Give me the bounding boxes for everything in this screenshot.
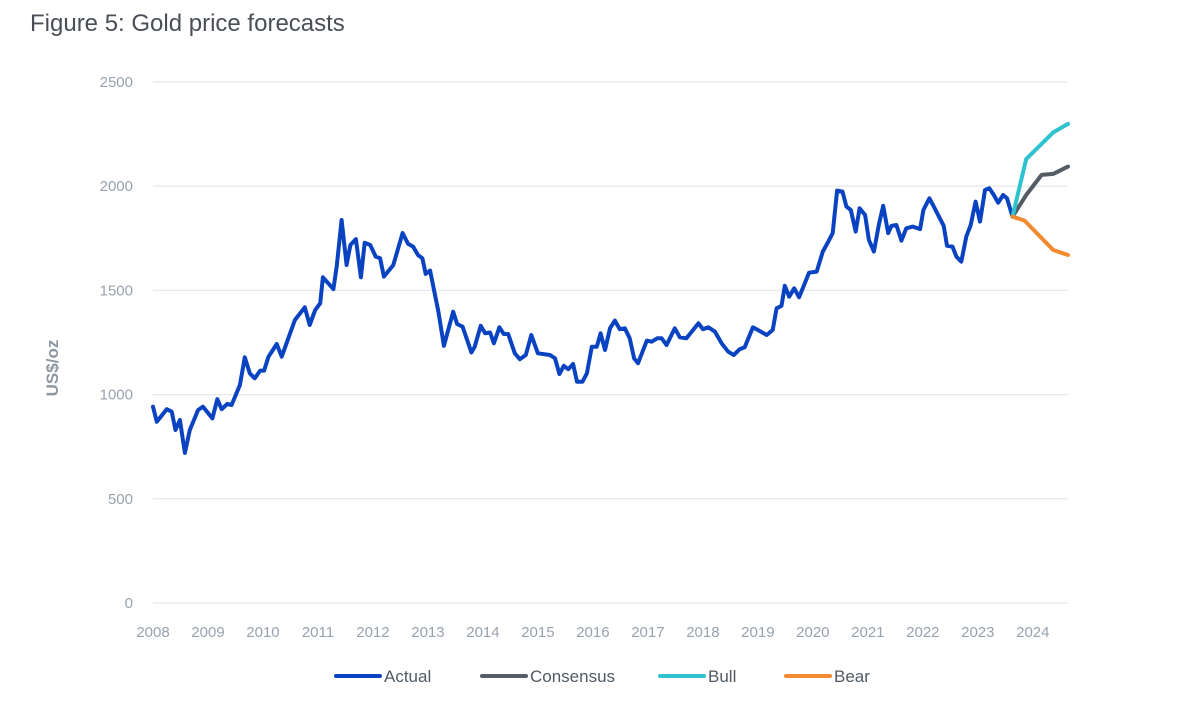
series-line-bear [1010, 214, 1070, 257]
x-tick-label: 2018 [686, 624, 719, 641]
series-line-bull [1010, 121, 1070, 219]
x-tick-label: 2022 [906, 624, 939, 641]
x-tick-label: 2019 [741, 624, 774, 641]
y-axis-label: US$/oz [43, 340, 62, 397]
series-line-consensus [1010, 164, 1070, 219]
x-tick-label: 2021 [851, 624, 884, 641]
x-tick-label: 2020 [796, 624, 829, 641]
x-tick-label: 2009 [191, 624, 224, 641]
y-tick-label: 500 [108, 491, 133, 508]
y-tick-label: 0 [125, 595, 133, 612]
y-tick-label: 1000 [100, 387, 133, 404]
x-tick-label: 2015 [521, 624, 554, 641]
y-tick-label: 1500 [100, 282, 133, 299]
x-tick-label: 2013 [411, 624, 444, 641]
x-tick-label: 2014 [466, 624, 499, 641]
legend-label-bear: Bear [834, 667, 870, 686]
x-tick-label: 2008 [136, 624, 169, 641]
y-tick-label: 2000 [100, 178, 133, 195]
chart-title: Figure 5: Gold price forecasts [30, 10, 345, 37]
x-tick-label: 2011 [302, 624, 334, 641]
legend-label-bull: Bull [708, 667, 736, 686]
x-tick-label: 2016 [576, 624, 609, 641]
x-tick-label: 2023 [961, 624, 994, 641]
legend-label-actual: Actual [384, 667, 431, 686]
legend-label-consensus: Consensus [530, 667, 615, 686]
series-line-actual [151, 186, 1015, 455]
x-tick-label: 2017 [631, 624, 664, 641]
x-tick-label: 2010 [246, 624, 279, 641]
x-tick-label: 2012 [356, 624, 389, 641]
y-tick-label: 2500 [100, 74, 133, 91]
x-tick-label: 2024 [1016, 624, 1049, 641]
